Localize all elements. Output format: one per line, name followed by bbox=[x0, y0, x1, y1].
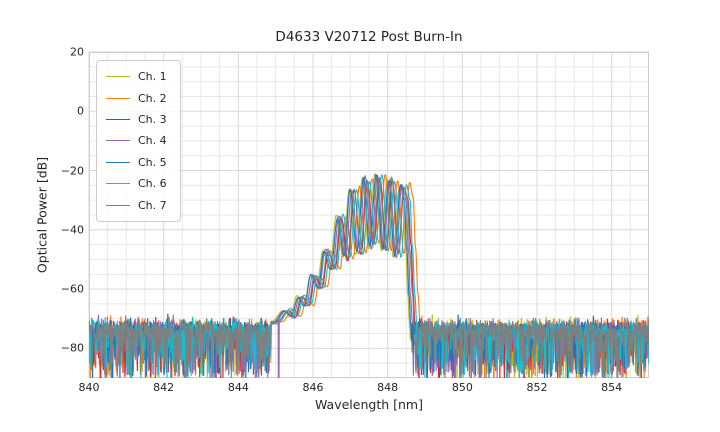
legend-item: Ch. 6 bbox=[106, 173, 167, 194]
legend-label: Ch. 3 bbox=[138, 112, 167, 126]
legend-label: Ch. 1 bbox=[138, 70, 167, 84]
legend-item: Ch. 1 bbox=[106, 66, 167, 87]
x-tick-label: 852 bbox=[526, 381, 548, 394]
x-tick-label: 848 bbox=[377, 381, 399, 394]
legend-label: Ch. 2 bbox=[138, 91, 167, 105]
x-tick-label: 844 bbox=[227, 381, 249, 394]
legend-line-icon bbox=[106, 76, 130, 78]
legend-item: Ch. 3 bbox=[106, 109, 167, 130]
legend: Ch. 1 Ch. 2 Ch. 3 Ch. 4 Ch. 5 Ch. 6 Ch. 7 bbox=[96, 60, 181, 222]
legend-label: Ch. 7 bbox=[138, 198, 167, 212]
legend-line-icon bbox=[106, 204, 130, 206]
x-tick-label: 842 bbox=[153, 381, 175, 394]
legend-line-icon bbox=[106, 140, 130, 142]
y-tick-label: 0 bbox=[77, 104, 84, 118]
legend-label: Ch. 6 bbox=[138, 177, 167, 191]
y-tick-label: −80 bbox=[60, 341, 84, 355]
y-tick-label: 20 bbox=[70, 45, 84, 59]
chart-title: D4633 V20712 Post Burn-In bbox=[275, 29, 463, 45]
legend-item: Ch. 7 bbox=[106, 194, 167, 215]
legend-item: Ch. 5 bbox=[106, 152, 167, 173]
legend-item: Ch. 4 bbox=[106, 130, 167, 151]
legend-line-icon bbox=[106, 97, 130, 99]
legend-label: Ch. 4 bbox=[138, 134, 167, 148]
y-tick-label: −40 bbox=[60, 223, 84, 237]
legend-line-icon bbox=[106, 118, 130, 120]
y-tick-label: −20 bbox=[60, 164, 84, 178]
legend-line-icon bbox=[106, 161, 130, 163]
x-tick-label: 840 bbox=[78, 381, 100, 394]
legend-line-icon bbox=[106, 183, 130, 185]
x-tick-label: 846 bbox=[302, 381, 324, 394]
x-axis-label: Wavelength [nm] bbox=[315, 397, 423, 412]
x-tick-label: 854 bbox=[601, 381, 623, 394]
legend-item: Ch. 2 bbox=[106, 87, 167, 108]
x-tick-label: 850 bbox=[451, 381, 473, 394]
y-tick-label: −60 bbox=[60, 282, 84, 296]
legend-label: Ch. 5 bbox=[138, 155, 167, 169]
